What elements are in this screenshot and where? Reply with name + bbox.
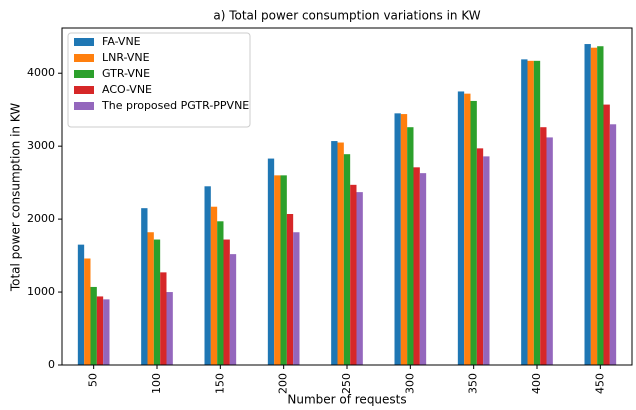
- bar: [533, 60, 541, 365]
- bar: [153, 239, 161, 365]
- y-tick-label: 0: [48, 358, 55, 371]
- legend-label: FA-VNE: [102, 35, 141, 48]
- bar: [90, 286, 97, 365]
- bar: [166, 292, 173, 365]
- bar: [337, 142, 344, 365]
- y-tick-label: 4000: [27, 66, 55, 79]
- x-tick-label: 50: [87, 373, 100, 387]
- legend-label: GTR-VNE: [102, 67, 150, 80]
- x-tick-label: 350: [467, 373, 480, 394]
- bar: [343, 154, 351, 365]
- bar: [77, 244, 85, 365]
- bar: [590, 47, 598, 366]
- bar: [286, 214, 294, 365]
- bar: [464, 93, 471, 365]
- x-tick-label: 200: [277, 373, 290, 394]
- bar: [603, 104, 610, 365]
- y-tick-label: 1000: [27, 285, 55, 298]
- legend-swatch: [74, 70, 94, 78]
- x-tick-label: 150: [213, 373, 226, 394]
- legend-swatch: [74, 102, 94, 110]
- bar: [223, 239, 230, 365]
- y-tick-label: 3000: [27, 139, 55, 152]
- x-axis-label: Number of requests: [287, 393, 406, 407]
- bar: [293, 232, 300, 365]
- bar: [280, 175, 287, 365]
- bar: [546, 137, 553, 365]
- bar: [84, 258, 91, 365]
- legend-swatch: [74, 54, 94, 62]
- bar: [527, 60, 534, 365]
- bar: [210, 206, 218, 365]
- plot-frame: [61, 27, 633, 366]
- y-axis-label: Total power consumption in KW: [9, 103, 23, 292]
- bar: [597, 46, 604, 365]
- legend-label: ACO-VNE: [102, 83, 152, 96]
- bar: [356, 192, 363, 365]
- bar: [521, 59, 528, 366]
- bar: [476, 148, 484, 365]
- legend-label: The proposed PGTR-PPVNE: [101, 99, 249, 112]
- bar: [470, 100, 477, 365]
- legend: FA-VNE LNR-VNE GTR-VNE ACO-VNE The proposed …: [67, 32, 251, 128]
- bar: [267, 158, 275, 365]
- x-tick-label: 400: [530, 373, 543, 394]
- bar: [419, 173, 427, 365]
- bar: [96, 296, 104, 365]
- x-tick-label: 250: [340, 373, 353, 394]
- bar: [457, 91, 465, 366]
- x-tick-label: 100: [150, 373, 163, 394]
- bar: [407, 127, 414, 365]
- legend-label: LNR-VNE: [102, 51, 150, 64]
- bar: [217, 221, 224, 365]
- bar: [350, 184, 357, 365]
- bar: [540, 127, 547, 365]
- bar: [274, 175, 281, 365]
- bar: [160, 272, 167, 365]
- bar: [483, 156, 490, 365]
- bar: [609, 124, 617, 366]
- x-tick-label: 300: [403, 373, 416, 394]
- x-tick-label: 450: [593, 373, 606, 394]
- bar: [141, 208, 148, 365]
- legend-box: [67, 32, 251, 128]
- bar: [584, 44, 591, 366]
- bar: [331, 141, 338, 365]
- bar: [147, 232, 154, 365]
- chart-title: a) Total power consumption variations in…: [213, 9, 480, 23]
- legend-swatch: [74, 86, 94, 94]
- bar: [204, 186, 211, 365]
- bar: [229, 254, 237, 365]
- bar: [103, 299, 110, 365]
- bar: [413, 167, 420, 365]
- bar: [400, 114, 408, 365]
- y-tick-label: 2000: [27, 212, 55, 225]
- legend-swatch: [74, 38, 94, 46]
- bar: [394, 113, 401, 366]
